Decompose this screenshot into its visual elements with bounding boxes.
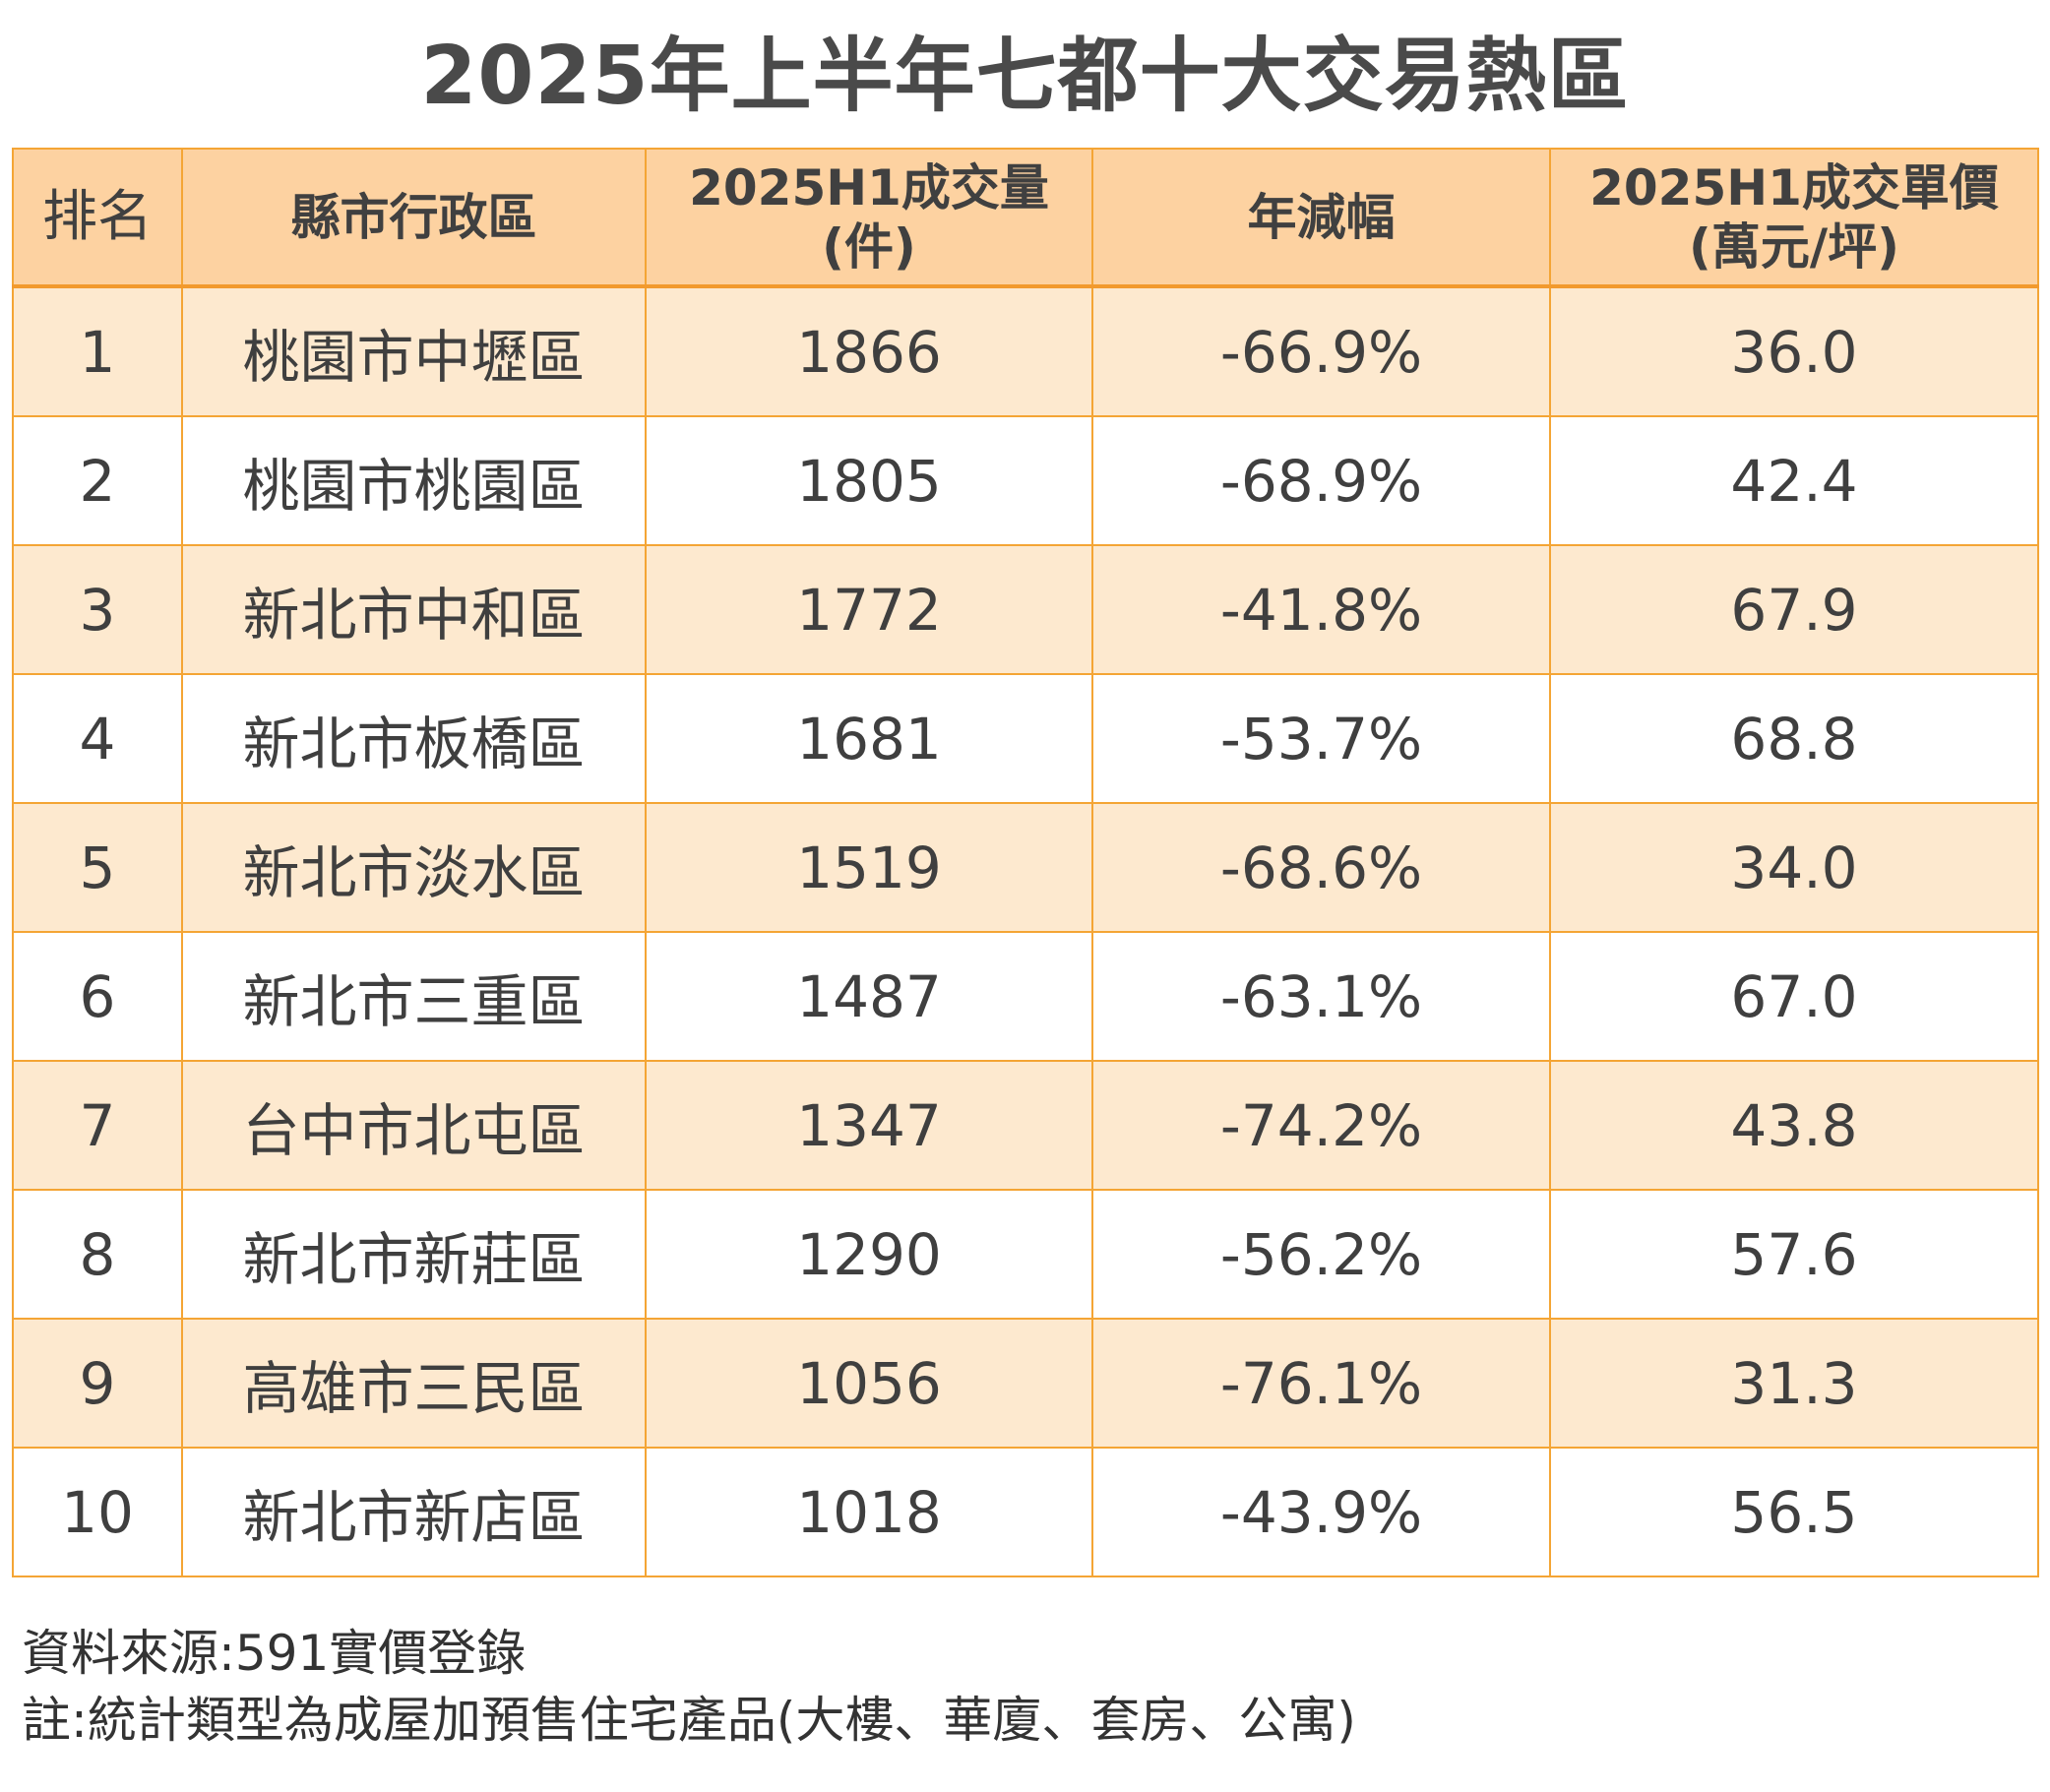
cell-rank: 4: [12, 673, 183, 804]
column-header-price: 2025H1成交單價 (萬元/坪): [1549, 148, 2039, 288]
cell-rank: 8: [12, 1189, 183, 1320]
cell-district: 新北市淡水區: [181, 802, 647, 933]
cell-price: 67.9: [1549, 544, 2039, 675]
cell-price: 57.6: [1549, 1189, 2039, 1320]
column-header-volume-unit: (件): [822, 217, 916, 276]
cell-price: 42.4: [1549, 415, 2039, 546]
cell-volume: 1772: [645, 544, 1093, 675]
cell-volume: 1056: [645, 1318, 1093, 1449]
cell-volume: 1347: [645, 1060, 1093, 1191]
cell-district: 桃園市中壢區: [181, 285, 647, 417]
table-row: 1 桃園市中壢區 1866 -66.9% 36.0: [12, 285, 2039, 417]
table-row: 9 高雄市三民區 1056 -76.1% 31.3: [12, 1318, 2039, 1449]
column-header-price-title: 2025H1成交單價: [1589, 158, 1999, 216]
ranking-table: 排名 縣市行政區 2025H1成交量 (件) 年減幅 2025H1成交單價 (萬…: [12, 148, 2039, 1577]
cell-volume: 1805: [645, 415, 1093, 546]
cell-volume: 1290: [645, 1189, 1093, 1320]
source-footnote: 資料來源:591實價登錄: [22, 1625, 527, 1682]
cell-district: 高雄市三民區: [181, 1318, 647, 1449]
cell-rank: 10: [12, 1447, 183, 1577]
cell-price: 67.0: [1549, 931, 2039, 1062]
cell-yoy: -68.9%: [1091, 415, 1551, 546]
table-row: 6 新北市三重區 1487 -63.1% 67.0: [12, 931, 2039, 1062]
table-row: 8 新北市新莊區 1290 -56.2% 57.6: [12, 1189, 2039, 1320]
table-row: 7 台中市北屯區 1347 -74.2% 43.8: [12, 1060, 2039, 1191]
page-title: 2025年上半年七都十大交易熱區: [420, 30, 1630, 123]
cell-district: 新北市新莊區: [181, 1189, 647, 1320]
cell-volume: 1866: [645, 285, 1093, 417]
column-header-volume-title: 2025H1成交量: [689, 158, 1049, 216]
cell-yoy: -66.9%: [1091, 285, 1551, 417]
cell-rank: 7: [12, 1060, 183, 1191]
cell-district: 新北市板橋區: [181, 673, 647, 804]
table-row: 4 新北市板橋區 1681 -53.7% 68.8: [12, 673, 2039, 804]
cell-yoy: -41.8%: [1091, 544, 1551, 675]
cell-price: 68.8: [1549, 673, 2039, 804]
cell-rank: 3: [12, 544, 183, 675]
cell-rank: 2: [12, 415, 183, 546]
table-row: 2 桃園市桃園區 1805 -68.9% 42.4: [12, 415, 2039, 546]
column-header-price-unit: (萬元/坪): [1689, 217, 1899, 276]
cell-volume: 1487: [645, 931, 1093, 1062]
column-header-volume: 2025H1成交量 (件): [645, 148, 1093, 288]
cell-district: 新北市三重區: [181, 931, 647, 1062]
cell-yoy: -63.1%: [1091, 931, 1551, 1062]
cell-yoy: -43.9%: [1091, 1447, 1551, 1577]
column-header-district: 縣市行政區: [181, 148, 647, 288]
table-row: 3 新北市中和區 1772 -41.8% 67.9: [12, 544, 2039, 675]
cell-price: 43.8: [1549, 1060, 2039, 1191]
cell-yoy: -56.2%: [1091, 1189, 1551, 1320]
cell-yoy: -68.6%: [1091, 802, 1551, 933]
cell-price: 31.3: [1549, 1318, 2039, 1449]
table-row: 5 新北市淡水區 1519 -68.6% 34.0: [12, 802, 2039, 933]
cell-district: 新北市中和區: [181, 544, 647, 675]
cell-rank: 6: [12, 931, 183, 1062]
column-header-rank: 排名: [12, 148, 183, 288]
cell-yoy: -74.2%: [1091, 1060, 1551, 1191]
cell-price: 34.0: [1549, 802, 2039, 933]
cell-district: 台中市北屯區: [181, 1060, 647, 1191]
cell-price: 56.5: [1549, 1447, 2039, 1577]
note-footnote: 註:統計類型為成屋加預售住宅產品(大樓、華廈、套房、公寓): [22, 1692, 1356, 1749]
column-header-yoy: 年減幅: [1091, 148, 1551, 288]
cell-price: 36.0: [1549, 285, 2039, 417]
cell-yoy: -53.7%: [1091, 673, 1551, 804]
cell-district: 新北市新店區: [181, 1447, 647, 1577]
cell-district: 桃園市桃園區: [181, 415, 647, 546]
cell-yoy: -76.1%: [1091, 1318, 1551, 1449]
cell-rank: 1: [12, 285, 183, 417]
table-header-row: 排名 縣市行政區 2025H1成交量 (件) 年減幅 2025H1成交單價 (萬…: [12, 148, 2039, 288]
cell-rank: 5: [12, 802, 183, 933]
cell-volume: 1519: [645, 802, 1093, 933]
cell-volume: 1018: [645, 1447, 1093, 1577]
cell-volume: 1681: [645, 673, 1093, 804]
cell-rank: 9: [12, 1318, 183, 1449]
table-row: 10 新北市新店區 1018 -43.9% 56.5: [12, 1447, 2039, 1577]
